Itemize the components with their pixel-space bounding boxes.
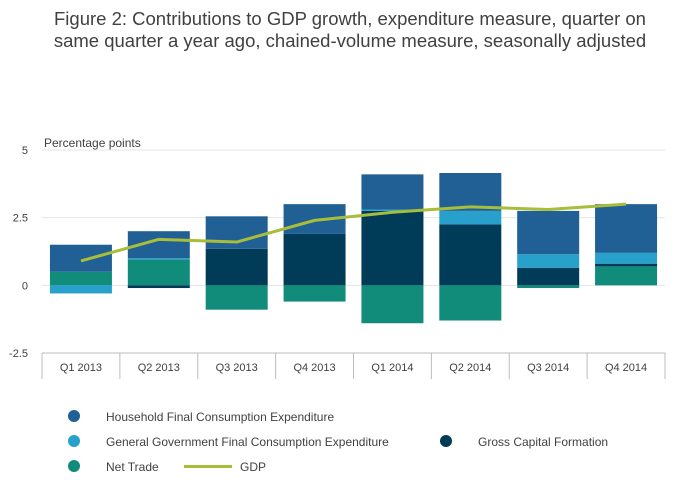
stacked-bar-chart: Percentage points 5 2.5 0 -2.5 Q1 2013 Q2 20…: [9, 136, 666, 379]
legend-net-trade-label: Net Trade: [106, 460, 159, 474]
gdp-series-line: [80, 202, 627, 263]
bar-segment: [361, 174, 424, 210]
bar-segment: [127, 258, 190, 260]
legend-gdp-swatch: [184, 465, 232, 468]
y-axis-ticks: 5 2.5 0 -2.5: [9, 145, 28, 360]
chart-title: Figure 2: Contributions to GDP growth, e…: [0, 8, 700, 52]
bar-segment: [361, 285, 424, 324]
bar-segment: [439, 173, 502, 211]
x-tick-label: Q4 2014: [605, 362, 647, 374]
bar-segment: [49, 244, 112, 272]
bar-segment: [595, 204, 658, 253]
bar-segment: [361, 209, 424, 211]
legend-net-trade-swatch: [68, 460, 80, 472]
legend-government-swatch: [68, 435, 80, 447]
bar-segment: [517, 210, 580, 255]
bar-segment: [439, 224, 502, 286]
bar-segment: [517, 267, 580, 286]
y-tick-label: 5: [22, 145, 28, 157]
bar-segment: [595, 263, 658, 267]
bar-segment: [439, 210, 502, 225]
y-tick-label: 0: [22, 280, 28, 292]
legend-household-swatch: [68, 410, 80, 422]
x-tick-label: Q4 2013: [293, 362, 335, 374]
x-tick-label: Q2 2013: [138, 362, 180, 374]
bar-segment: [439, 285, 502, 321]
bar-segment: [595, 252, 658, 264]
bars: [49, 173, 658, 324]
x-tick-label: Q1 2013: [60, 362, 102, 374]
gdp-line: [80, 202, 627, 263]
bar-segment: [517, 254, 580, 268]
legend-gdp-label: GDP: [240, 460, 267, 474]
x-axis: Q1 2013 Q2 2013 Q3 2013 Q4 2013 Q1 2014 Q2 20…: [41, 352, 666, 379]
bar-segment: [127, 259, 190, 286]
legend-household-label: Household Final Consumption Expenditure: [106, 410, 335, 424]
bar-segment: [49, 285, 112, 294]
chart-title-line-1: Figure 2: Contributions to GDP growth, e…: [54, 8, 646, 29]
bar-segment: [205, 216, 268, 249]
x-tick-label: Q3 2014: [527, 362, 569, 374]
legend-gross-capital-label: Gross Capital Formation: [478, 435, 609, 449]
bar-segment: [49, 271, 112, 286]
x-tick-label: Q2 2014: [449, 362, 491, 374]
bar-segment: [127, 285, 190, 289]
bar-segment: [361, 210, 424, 286]
bar-segment: [517, 285, 580, 289]
bar-segment: [283, 233, 346, 286]
chart-title-line-2: same quarter a year ago, chained-volume …: [53, 30, 647, 51]
bar-segment: [595, 266, 658, 286]
bar-segment: [205, 248, 268, 286]
x-tick-label: Q1 2014: [371, 362, 413, 374]
legend-government-label: General Government Final Consumption Exp…: [106, 435, 389, 449]
x-tick-label: Q3 2013: [216, 362, 258, 374]
bar-segment: [205, 285, 268, 310]
y-tick-label: -2.5: [9, 348, 28, 360]
y-tick-label: 2.5: [13, 213, 28, 225]
y-axis-label: Percentage points: [44, 136, 141, 150]
legend-gross-capital-swatch: [440, 435, 452, 447]
bar-segment: [283, 285, 346, 302]
